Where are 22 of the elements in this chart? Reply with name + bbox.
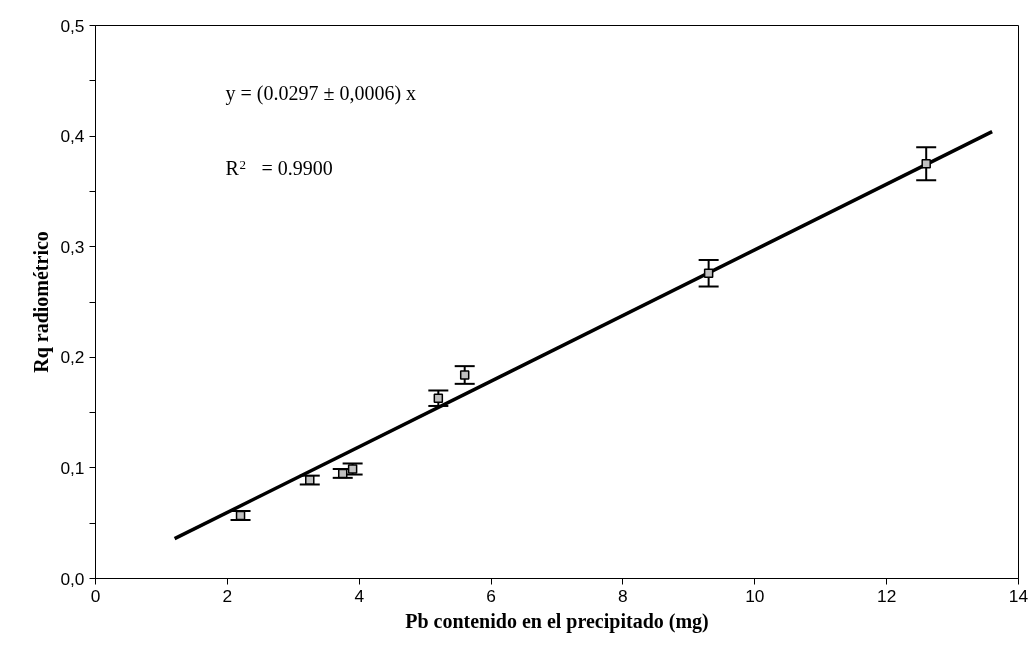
annotation: y = (0.0297 ± 0,0006) x: [225, 81, 417, 105]
x-tick-label: 4: [354, 585, 365, 606]
x-tick-label: 0: [90, 585, 101, 606]
x-tick-label: 6: [486, 585, 496, 606]
point: [703, 268, 714, 278]
y-tick-label: 0,0: [60, 568, 85, 589]
x-tick-label: 14: [1008, 585, 1029, 606]
y-tick-label: 0,3: [60, 236, 85, 257]
point: [433, 393, 444, 403]
x-tick-label: 12: [877, 585, 897, 606]
y-tick-label: 0,1: [60, 457, 85, 478]
y-tick-label: 0,5: [60, 15, 85, 36]
y-tick-label: 0,2: [60, 347, 85, 368]
point: [305, 475, 315, 485]
y-tick-label: 0,4: [60, 126, 85, 147]
x-tick-label: 10: [745, 585, 765, 606]
x-tick-label: 2: [222, 585, 233, 606]
point: [459, 370, 470, 380]
point: [921, 159, 931, 169]
x-tick-label: 8: [618, 585, 628, 606]
y-axis-title: Rq radiométrico: [30, 231, 54, 373]
x-axis-title: Pb contenido en el precipitado (mg): [405, 609, 709, 633]
